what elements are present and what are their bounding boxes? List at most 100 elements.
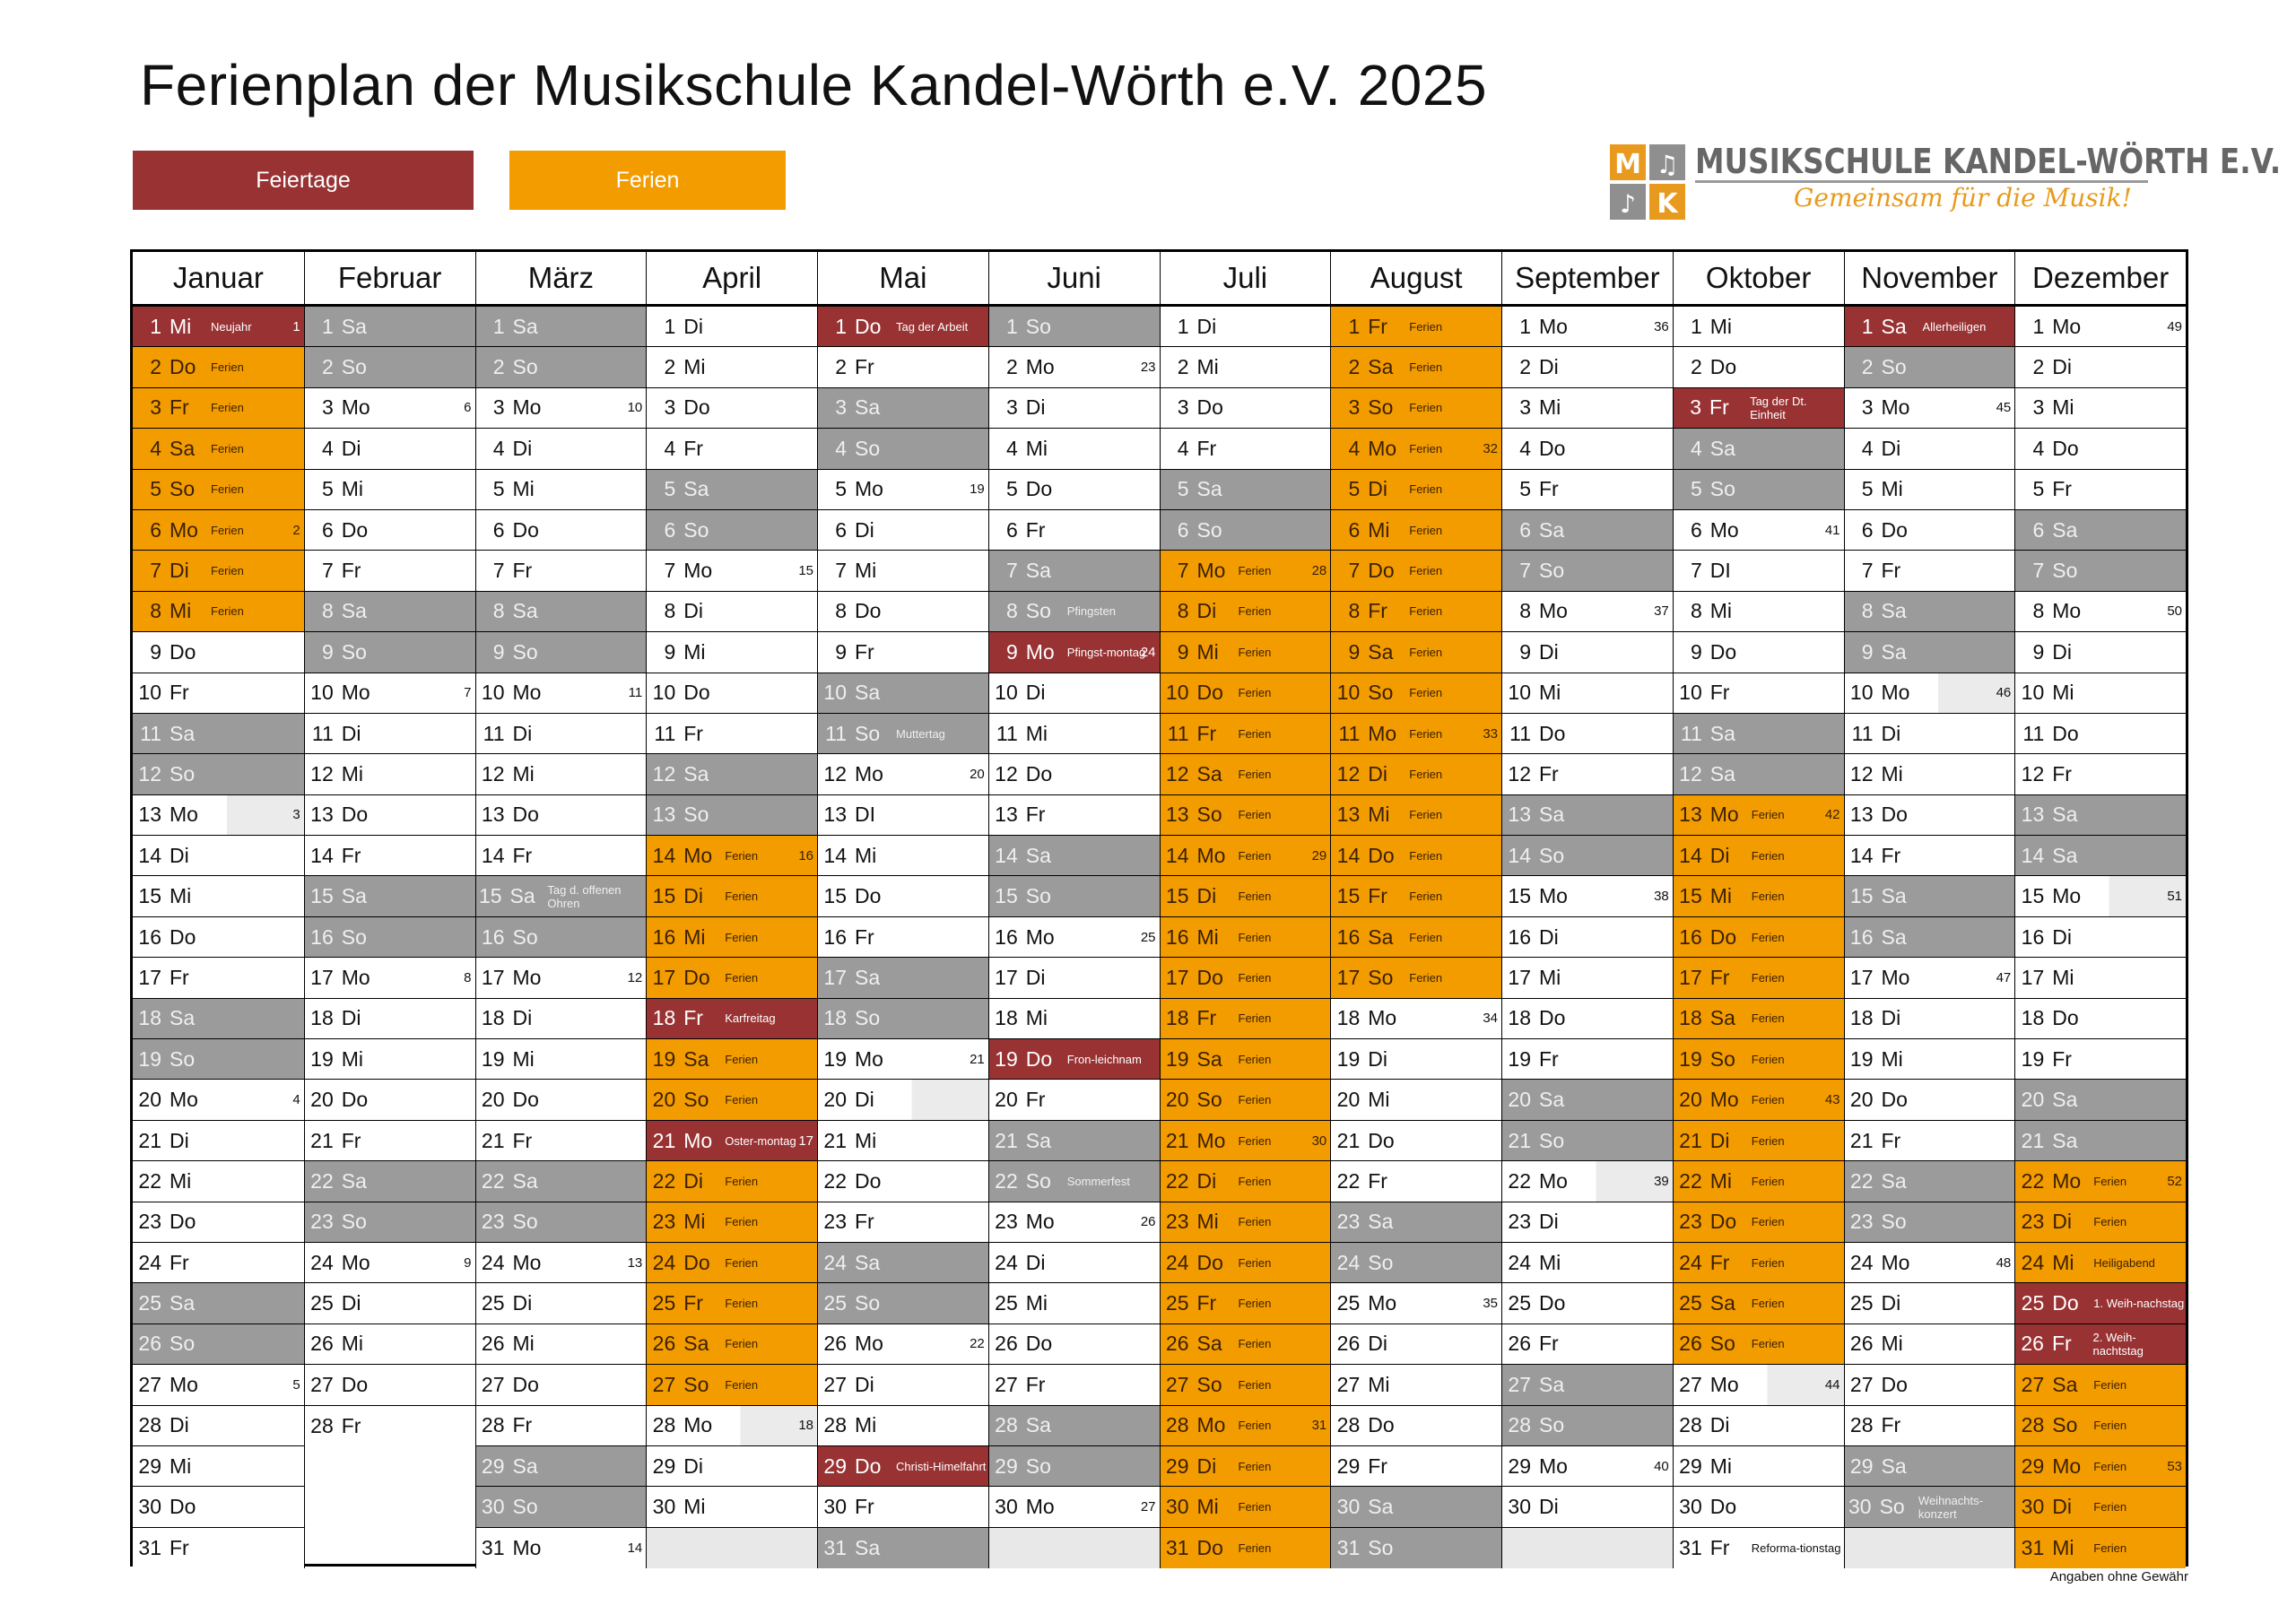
day-cell: 17 Do Ferien — [1160, 958, 1331, 999]
day-cell: 6 So — [1160, 509, 1331, 551]
day-number: 30 — [2021, 1495, 2045, 1519]
day-cell: 1 Mi — [1673, 307, 1844, 348]
day-number: 4 — [321, 436, 334, 460]
day-cell: 11 Do — [1502, 713, 1673, 755]
weekday-label: So — [170, 477, 196, 501]
day-cell: 8 Mo 37 — [1502, 591, 1673, 633]
day-number: 11 — [1338, 721, 1361, 745]
weekday-label: So — [855, 436, 881, 460]
day-cell: 19 Sa Ferien — [1160, 1039, 1331, 1081]
weekday-label: Di — [1196, 884, 1217, 908]
weekday-label: Fr — [1368, 884, 1387, 908]
day-cell: 21 Mo Ferien 30 — [1160, 1120, 1331, 1162]
day-cell: 2 Mi — [647, 347, 817, 388]
day-cell: 18 Fr Ferien — [1160, 998, 1331, 1040]
day-note: Ferien — [1751, 1255, 1785, 1270]
weekday-label: Mi — [1368, 1372, 1390, 1396]
day-cell: 24 Mo 48 — [1844, 1242, 2015, 1284]
weekday-label: Sa — [512, 599, 538, 623]
day-number: 11 — [2022, 721, 2045, 745]
day-cell: 1 Mo 36 — [1502, 307, 1673, 348]
day-cell: 2 Sa Ferien — [1331, 347, 1501, 388]
day-note: Ferien — [1238, 1500, 1272, 1515]
day-number: 24 — [2021, 1250, 2045, 1274]
day-cell: 15 Mi — [133, 876, 304, 917]
weekday-label: Mo — [1881, 681, 1910, 705]
day-cell: 21 Sa — [2015, 1120, 2186, 1162]
weekday-label: Di — [1196, 314, 1217, 338]
day-note: Ferien — [1409, 360, 1443, 375]
week-number: 21 — [970, 1051, 985, 1067]
day-number: 21 — [310, 1128, 334, 1152]
day-cell: 22 Mo 39 — [1502, 1161, 1673, 1202]
day-cell: 17 Do Ferien — [647, 958, 817, 999]
weekday-label: Sa — [855, 1250, 881, 1274]
day-cell: 13 Sa — [1502, 794, 1673, 837]
weekday-label: Mi — [1881, 1332, 1903, 1356]
day-note: Ferien — [1238, 686, 1272, 700]
day-note: Ferien — [1751, 1337, 1785, 1351]
day-cell: 19 Fr — [2015, 1039, 2186, 1081]
day-cell: 23 Di Ferien — [2015, 1202, 2186, 1243]
weekday-label: Mi — [341, 1332, 364, 1356]
week-number: 13 — [627, 1254, 643, 1271]
day-cell: 18 Do — [2015, 998, 2186, 1040]
day-number: 5 — [1005, 477, 1018, 501]
day-cell: 16 Di — [1502, 916, 1673, 959]
weekday-label: Sa — [509, 884, 535, 908]
day-number: 17 — [1849, 965, 1874, 989]
day-note: Ferien — [1409, 726, 1443, 741]
day-number: 19 — [310, 1046, 334, 1071]
weekday-label: Mi — [1025, 1291, 1048, 1315]
day-cell: 12 Fr — [1502, 754, 1673, 795]
day-cell: 2 Di — [1502, 347, 1673, 388]
month-column: August 1 Fr Ferien 2 Sa Ferien 3 So Ferien 4 Mo Feri… — [1330, 252, 1501, 1569]
day-cell: 7 Mo 15 — [647, 551, 817, 592]
day-number: 28 — [1508, 1413, 1531, 1437]
day-number: 27 — [1849, 1372, 1874, 1396]
day-cell: 23 Mi Ferien — [1160, 1202, 1331, 1243]
day-note: Ferien — [211, 360, 244, 375]
day-number: 13 — [652, 803, 676, 827]
weekday-label: Sa — [512, 314, 538, 338]
weekday-label: So — [1539, 1413, 1565, 1437]
weekday-label: Mo — [512, 1250, 542, 1274]
day-number: 24 — [823, 1250, 847, 1274]
day-cell: 20 So Ferien — [647, 1080, 817, 1121]
day-note: Sommerfest — [1066, 1174, 1130, 1188]
day-number: 3 — [1861, 395, 1874, 420]
weekday-label: Mo — [2052, 599, 2082, 623]
week-number: 49 — [2167, 318, 2182, 334]
weekday-label: Mi — [341, 477, 364, 501]
day-number: 5 — [1861, 477, 1874, 501]
weekday-label: Sa — [1709, 761, 1735, 785]
day-note: Ferien — [1238, 604, 1272, 619]
day-cell: 23 So — [1844, 1202, 2015, 1243]
week-number: 45 — [1996, 400, 2012, 416]
weekday-label: Mo — [1539, 1168, 1568, 1193]
day-cell: 26 Fr — [1502, 1324, 1673, 1366]
weekday-label: Sa — [512, 1168, 538, 1193]
day-number: 20 — [138, 1088, 161, 1112]
day-number: 14 — [2021, 843, 2045, 867]
day-cell: 5 Mi — [304, 469, 475, 510]
day-cell: 30 Di Ferien — [2015, 1487, 2186, 1528]
day-cell: 27 So Ferien — [647, 1365, 817, 1406]
day-number: 14 — [652, 843, 676, 867]
weekday-label: Fr — [855, 639, 874, 664]
weekday-label: Mo — [341, 1250, 370, 1274]
weekday-label: So — [1025, 1454, 1051, 1478]
day-number: 13 — [138, 803, 161, 827]
weekday-label: Mo — [1709, 803, 1739, 827]
day-cell: 14 Fr — [475, 836, 647, 877]
day-note: Ferien — [211, 482, 244, 497]
day-number: 30 — [138, 1495, 161, 1519]
weekday-label: Di — [1539, 355, 1559, 379]
weekday-label: Do — [1709, 639, 1737, 664]
day-cell: 25 Mo 35 — [1331, 1283, 1501, 1324]
day-cell: 3 Di — [988, 387, 1160, 430]
weekday-label: Mo — [2052, 1454, 2082, 1478]
week-number: 51 — [2167, 889, 2182, 905]
day-number: 16 — [2021, 924, 2045, 949]
day-number: 9 — [1348, 639, 1361, 664]
